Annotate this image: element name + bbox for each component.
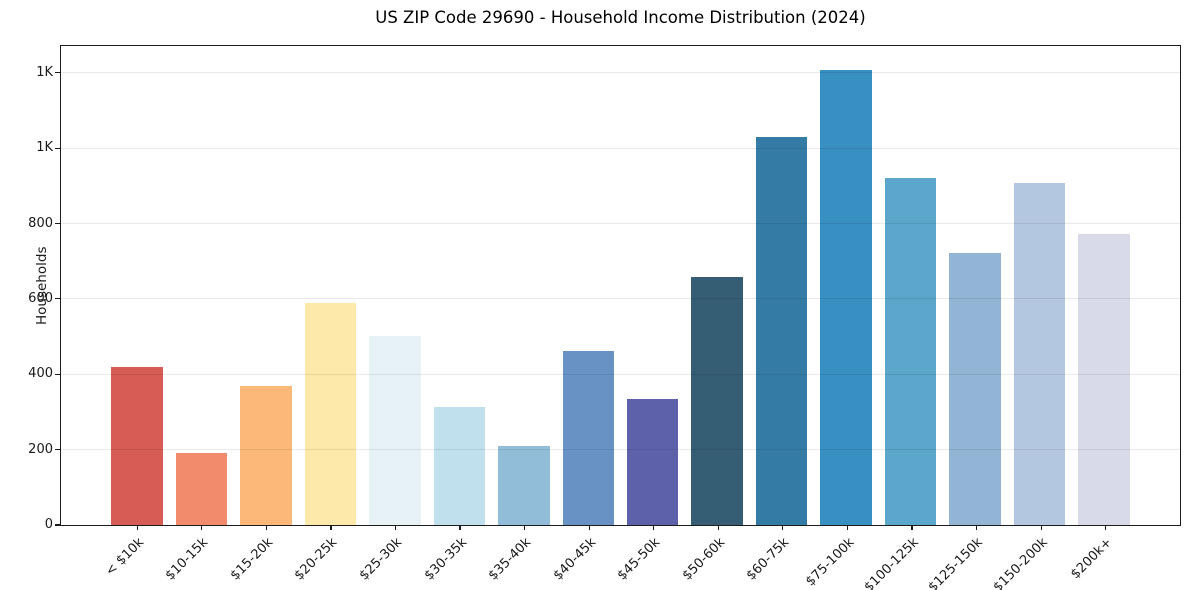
bar-$75-100k [820,69,872,525]
x-tick-mark [201,525,203,530]
chart-title: US ZIP Code 29690 - Household Income Dis… [375,8,866,27]
bar-$125-150k [949,252,1001,525]
y-tick-mark [55,147,61,149]
y-tick-label: 1K [36,64,53,80]
bar-slot [943,46,1007,525]
bar-slot [1007,46,1071,525]
x-tick-label: $20-25k [292,535,341,584]
bar-$30-35k [433,407,486,525]
bar-$45-50k [626,398,679,525]
x-tick-mark [717,525,719,530]
bar-slot [878,46,942,525]
x-tick-mark [975,525,978,530]
bar-< $10k [111,367,163,525]
y-tick-label: 200 [28,441,53,457]
x-tick-label: $125-150k [926,535,987,590]
x-tick-mark [524,525,526,530]
y-tick-label: 400 [28,366,53,382]
y-tick-mark [55,524,61,526]
x-tick-mark [782,525,784,530]
bar-slot [685,46,749,525]
x-tick-label: $10-15k [162,535,212,584]
y-tick-label: 600 [28,290,53,306]
bar-slot [492,46,556,525]
x-tick-label: $45-50k [614,535,664,584]
bar-$150-200k [1013,183,1066,525]
y-tick-mark [55,373,61,375]
x-tick-mark [911,525,913,530]
bar-slot [298,46,362,525]
x-tick-label: $100-125k [861,535,922,590]
x-tick-mark [136,525,138,530]
x-tick-label: $25-30k [356,535,406,584]
bar-slot [556,46,620,525]
bar-$20-25k [304,303,357,525]
bar-$60-75k [755,137,808,525]
x-tick-label: $50-60k [679,535,728,584]
bar-slot [427,46,491,525]
bar-slot [749,46,813,525]
bar-$15-20k [240,386,292,525]
bar-$10-15k [175,452,228,525]
bar-slot [169,46,233,525]
x-tick-label: $30-35k [421,535,470,584]
y-tick-mark [55,298,61,300]
bar-slot [105,46,169,525]
plot-area: 0 200 400 600 800 1K 1K [28,45,1181,532]
y-tick-label: 0 [44,517,53,532]
bar-$35-40k [498,445,550,525]
bar-$50-60k [691,277,743,525]
y-tick-mark [55,449,61,451]
bar-$25-30k [369,336,421,525]
bar-slot [234,46,298,525]
y-tick-label: 1K [36,140,53,156]
x-tick-mark [653,525,655,530]
bar-$40-45k [562,350,615,525]
x-tick-label: $35-40k [485,535,535,584]
x-tick-label: < $10k [102,535,147,580]
x-tick-mark [846,525,849,530]
x-tick-mark [1105,525,1107,530]
bar-slot [1072,46,1136,525]
x-tick-mark [265,525,267,530]
x-tick-mark [459,525,461,530]
bar-slot [363,46,427,525]
bar-slot [621,46,685,525]
x-tick-mark [330,525,332,530]
x-tick-label: $150-200k [990,535,1051,590]
bars-container [61,46,1180,525]
y-tick-mark [55,72,61,74]
x-tick-label: $200k+ [1068,535,1116,583]
bar-$200k+ [1078,233,1130,525]
x-tick-label: $15-20k [227,535,277,584]
y-tick-mark [55,222,61,225]
x-tick-mark [588,525,590,530]
x-axis-labels: < $10k $10-15k $15-20k $20-25k $25-30k $30-35… [60,534,1181,590]
x-tick-mark [394,525,397,530]
x-tick-label: $40-45k [550,535,599,584]
x-tick-label: $60-75k [744,535,793,584]
x-tick-label: $75-100k [802,535,858,590]
y-tick-label: 800 [28,215,53,231]
bar-slot [814,46,878,525]
x-tick-mark [1040,525,1042,530]
bar-$100-125k [884,177,937,525]
